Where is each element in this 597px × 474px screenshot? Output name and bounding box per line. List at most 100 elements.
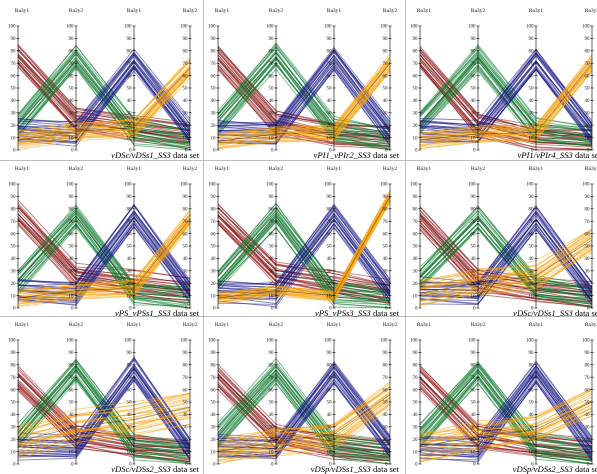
tick-label: 40	[585, 257, 591, 262]
tick-label: 90	[183, 351, 189, 356]
tick-label: 90	[269, 195, 275, 200]
panel-caption: vPS_vPSs3_SS3 data set	[315, 308, 400, 318]
series-line	[419, 248, 593, 302]
tick-label: 100	[380, 339, 388, 344]
tick-label: 0	[71, 463, 74, 468]
tick-label: 40	[211, 257, 217, 262]
series-line	[17, 73, 191, 146]
tick-label: 70	[413, 220, 419, 225]
tick-label: 80	[413, 364, 419, 369]
tick-label: 90	[585, 351, 591, 356]
axis-name: Ra3y2	[471, 322, 486, 328]
panel-caption: vDSc/vDSs2_SS3 data set	[111, 464, 199, 474]
tick-label: 10	[471, 294, 477, 299]
series-line	[17, 417, 191, 453]
axis-name: Ra3y1	[529, 166, 544, 172]
tick-label: 50	[585, 401, 591, 406]
tick-label: 40	[471, 257, 477, 262]
divider-v1	[203, 0, 204, 474]
tick-label: 40	[269, 99, 275, 104]
tick-label: 100	[410, 183, 418, 188]
series-line	[217, 202, 391, 286]
series-line	[419, 234, 593, 289]
tick-label: 10	[383, 294, 389, 299]
series-orange	[17, 57, 191, 151]
tick-label: 0	[271, 149, 274, 154]
tick-label: 40	[383, 99, 389, 104]
tick-label: 80	[211, 364, 217, 369]
series-line	[217, 381, 391, 458]
divider-v2	[405, 0, 406, 474]
series-line	[419, 410, 593, 461]
caption-label: vPS_vPSs3_SS3	[315, 308, 371, 318]
tick-label: 40	[69, 99, 75, 104]
tick-label: 0	[185, 463, 188, 468]
series-line	[17, 77, 191, 151]
series-center-line	[17, 406, 191, 442]
tick-label: 20	[127, 282, 133, 287]
tick-label: 20	[127, 438, 133, 443]
tick-label: 40	[127, 257, 133, 262]
caption-label: vPS_vPSs1_SS3	[115, 308, 171, 318]
tick-label: 80	[11, 208, 17, 213]
tick-label: 30	[383, 270, 389, 275]
tick-label: 60	[585, 232, 591, 237]
axis-name: Ra3y1	[127, 322, 142, 328]
tick-label: 100	[208, 183, 216, 188]
series-line	[419, 241, 593, 299]
tick-label: 90	[585, 195, 591, 200]
tick-label: 70	[269, 220, 275, 225]
chart-panel: Ra3y1 0 10 20 30 40 50 60 70 80 90 100 Ra3y2 0 10 20 30 4…	[204, 162, 401, 318]
tick-label: 30	[383, 426, 389, 431]
tick-label: 50	[471, 87, 477, 92]
tick-label: 20	[211, 438, 217, 443]
tick-label: 10	[11, 294, 17, 299]
tick-label: 60	[69, 232, 75, 237]
tick-label: 20	[529, 282, 535, 287]
tick-label: 70	[529, 220, 535, 225]
caption-suffix: data set	[573, 150, 597, 160]
tick-label: 20	[383, 124, 389, 129]
axis-name: Ra3y2	[585, 322, 597, 328]
tick-label: 30	[11, 270, 17, 275]
tick-label: 60	[529, 74, 535, 79]
series-line	[217, 190, 391, 294]
tick-label: 100	[582, 339, 590, 344]
tick-label: 10	[529, 294, 535, 299]
series-bundles	[419, 205, 593, 309]
tick-label: 70	[269, 62, 275, 67]
series-center-line	[217, 63, 391, 142]
tick-label: 40	[529, 99, 535, 104]
series-orange	[419, 54, 593, 150]
tick-label: 60	[211, 388, 217, 393]
tick-label: 30	[413, 112, 419, 117]
tick-label: 40	[183, 99, 189, 104]
tick-label: 20	[269, 124, 275, 129]
tick-label: 50	[211, 245, 217, 250]
tick-label: 70	[69, 220, 75, 225]
tick-label: 40	[327, 413, 333, 418]
series-orange	[419, 388, 593, 463]
tick-label: 20	[211, 282, 217, 287]
tick-label: 80	[69, 208, 75, 213]
tick-label: 50	[413, 87, 419, 92]
axis-name: Ra3y2	[69, 166, 84, 172]
series-line	[419, 223, 593, 300]
tick-label: 70	[327, 62, 333, 67]
tick-label: 100	[66, 339, 74, 344]
axis-name: Ra3y1	[15, 166, 30, 172]
tick-label: 40	[529, 413, 535, 418]
tick-label: 80	[327, 364, 333, 369]
series-center-line	[217, 196, 391, 299]
tick-label: 90	[529, 195, 535, 200]
tick-label: 0	[415, 149, 418, 154]
tick-label: 100	[324, 339, 332, 344]
tick-label: 30	[529, 270, 535, 275]
series-bundles	[217, 42, 391, 151]
series-center-line	[419, 239, 593, 294]
caption-label: vDSp/vDSs1_SS3	[311, 464, 371, 474]
tick-label: 60	[529, 232, 535, 237]
chart-panel: Ra3y1 0 10 20 30 40 50 60 70 80 90 100 Ra3y2 0 10 20 30 4…	[406, 4, 597, 160]
tick-label: 30	[127, 270, 133, 275]
tick-label: 0	[531, 307, 534, 312]
